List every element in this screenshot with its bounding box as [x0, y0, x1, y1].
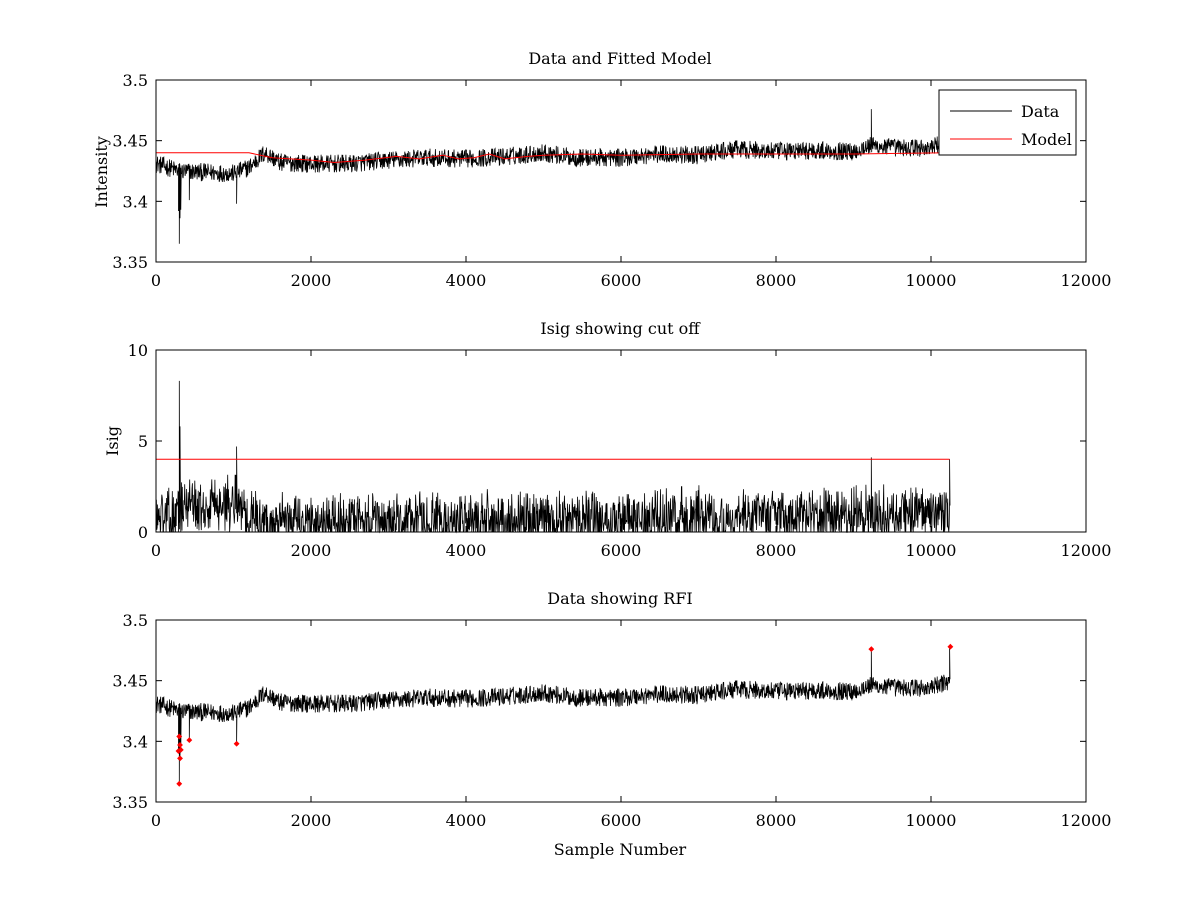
x-tick-label: 8000	[756, 541, 797, 560]
rfi-marker	[177, 746, 184, 753]
y-tick-label: 3.35	[112, 793, 148, 812]
x-tick-label: 2000	[291, 811, 332, 830]
x-tick-label: 6000	[601, 541, 642, 560]
x-tick-label: 0	[151, 271, 161, 290]
series-data-line	[155, 106, 951, 244]
x-tick-label: 4000	[446, 541, 487, 560]
legend-model-label: Model	[1021, 130, 1072, 149]
legend-box	[938, 89, 1077, 156]
x-tick-label: 10000	[906, 811, 957, 830]
series-isig-line	[155, 380, 951, 534]
panel-title: Data showing RFI	[547, 589, 692, 608]
x-tick-label: 2000	[291, 541, 332, 560]
rfi-marker	[176, 733, 183, 740]
y-tick-label: 5	[138, 432, 148, 451]
x-tick-label: 6000	[601, 811, 642, 830]
legend: Data Model	[938, 89, 1077, 156]
x-tick-label: 4000	[446, 271, 487, 290]
panel-data-and-fitted-model: Data and Fitted Model Intensity 0 2000 400…	[92, 49, 1111, 290]
panel-isig-cut-off: Isig showing cut off Isig 0 2000 4000 6000 8…	[103, 319, 1111, 560]
panel-title: Isig showing cut off	[540, 319, 701, 338]
axis-ticks: 0 2000 4000 6000 8000 10000 12000 3.35 3.4 3.45 3.…	[112, 71, 1111, 290]
x-axis-label: Sample Number	[554, 840, 687, 859]
plot-area	[155, 380, 951, 534]
axis-ticks: 0 2000 4000 6000 8000 10000 12000 3.35 3.4 3.45 3.…	[112, 611, 1111, 830]
y-tick-label: 3.5	[123, 71, 148, 90]
x-tick-label: 12000	[1061, 541, 1112, 560]
rfi-marker	[177, 755, 183, 762]
y-tick-label: 10	[128, 341, 148, 360]
y-tick-label: 3.35	[112, 253, 148, 272]
x-tick-label: 8000	[756, 271, 797, 290]
x-tick-label: 12000	[1061, 811, 1112, 830]
x-tick-label: 4000	[446, 811, 487, 830]
x-tick-label: 10000	[906, 271, 957, 290]
x-tick-label: 8000	[756, 811, 797, 830]
y-axis-label: Isig	[103, 426, 122, 456]
x-tick-label: 6000	[601, 271, 642, 290]
plot-area	[155, 106, 951, 244]
x-tick-label: 10000	[906, 541, 957, 560]
plot-area	[155, 643, 954, 787]
rfi-marker	[868, 646, 875, 653]
x-tick-label: 2000	[291, 271, 332, 290]
x-tick-label: 12000	[1061, 271, 1112, 290]
y-tick-label: 3.5	[123, 611, 148, 630]
legend-data-label: Data	[1021, 102, 1060, 121]
rfi-marker	[176, 780, 183, 787]
y-axis-label: Intensity	[92, 136, 111, 208]
series-model-line	[156, 152, 950, 164]
rfi-marker	[233, 740, 240, 747]
panel-data-showing-rfi: Data showing RFI Sample Number 0 2000 4000…	[112, 589, 1111, 859]
y-tick-label: 3.45	[112, 672, 148, 691]
x-tick-label: 0	[151, 811, 161, 830]
rfi-marker	[947, 643, 954, 650]
rfi-marker	[177, 742, 183, 748]
panel-title: Data and Fitted Model	[528, 49, 711, 68]
axis-ticks: 0 2000 4000 6000 8000 10000 12000 0 5 10	[128, 341, 1112, 560]
y-tick-label: 3.45	[112, 132, 148, 151]
series-data-line	[155, 646, 951, 784]
y-tick-label: 0	[138, 523, 148, 542]
y-tick-label: 3.4	[123, 192, 148, 211]
y-tick-label: 3.4	[123, 732, 148, 751]
x-tick-label: 0	[151, 541, 161, 560]
rfi-marker	[186, 737, 193, 744]
